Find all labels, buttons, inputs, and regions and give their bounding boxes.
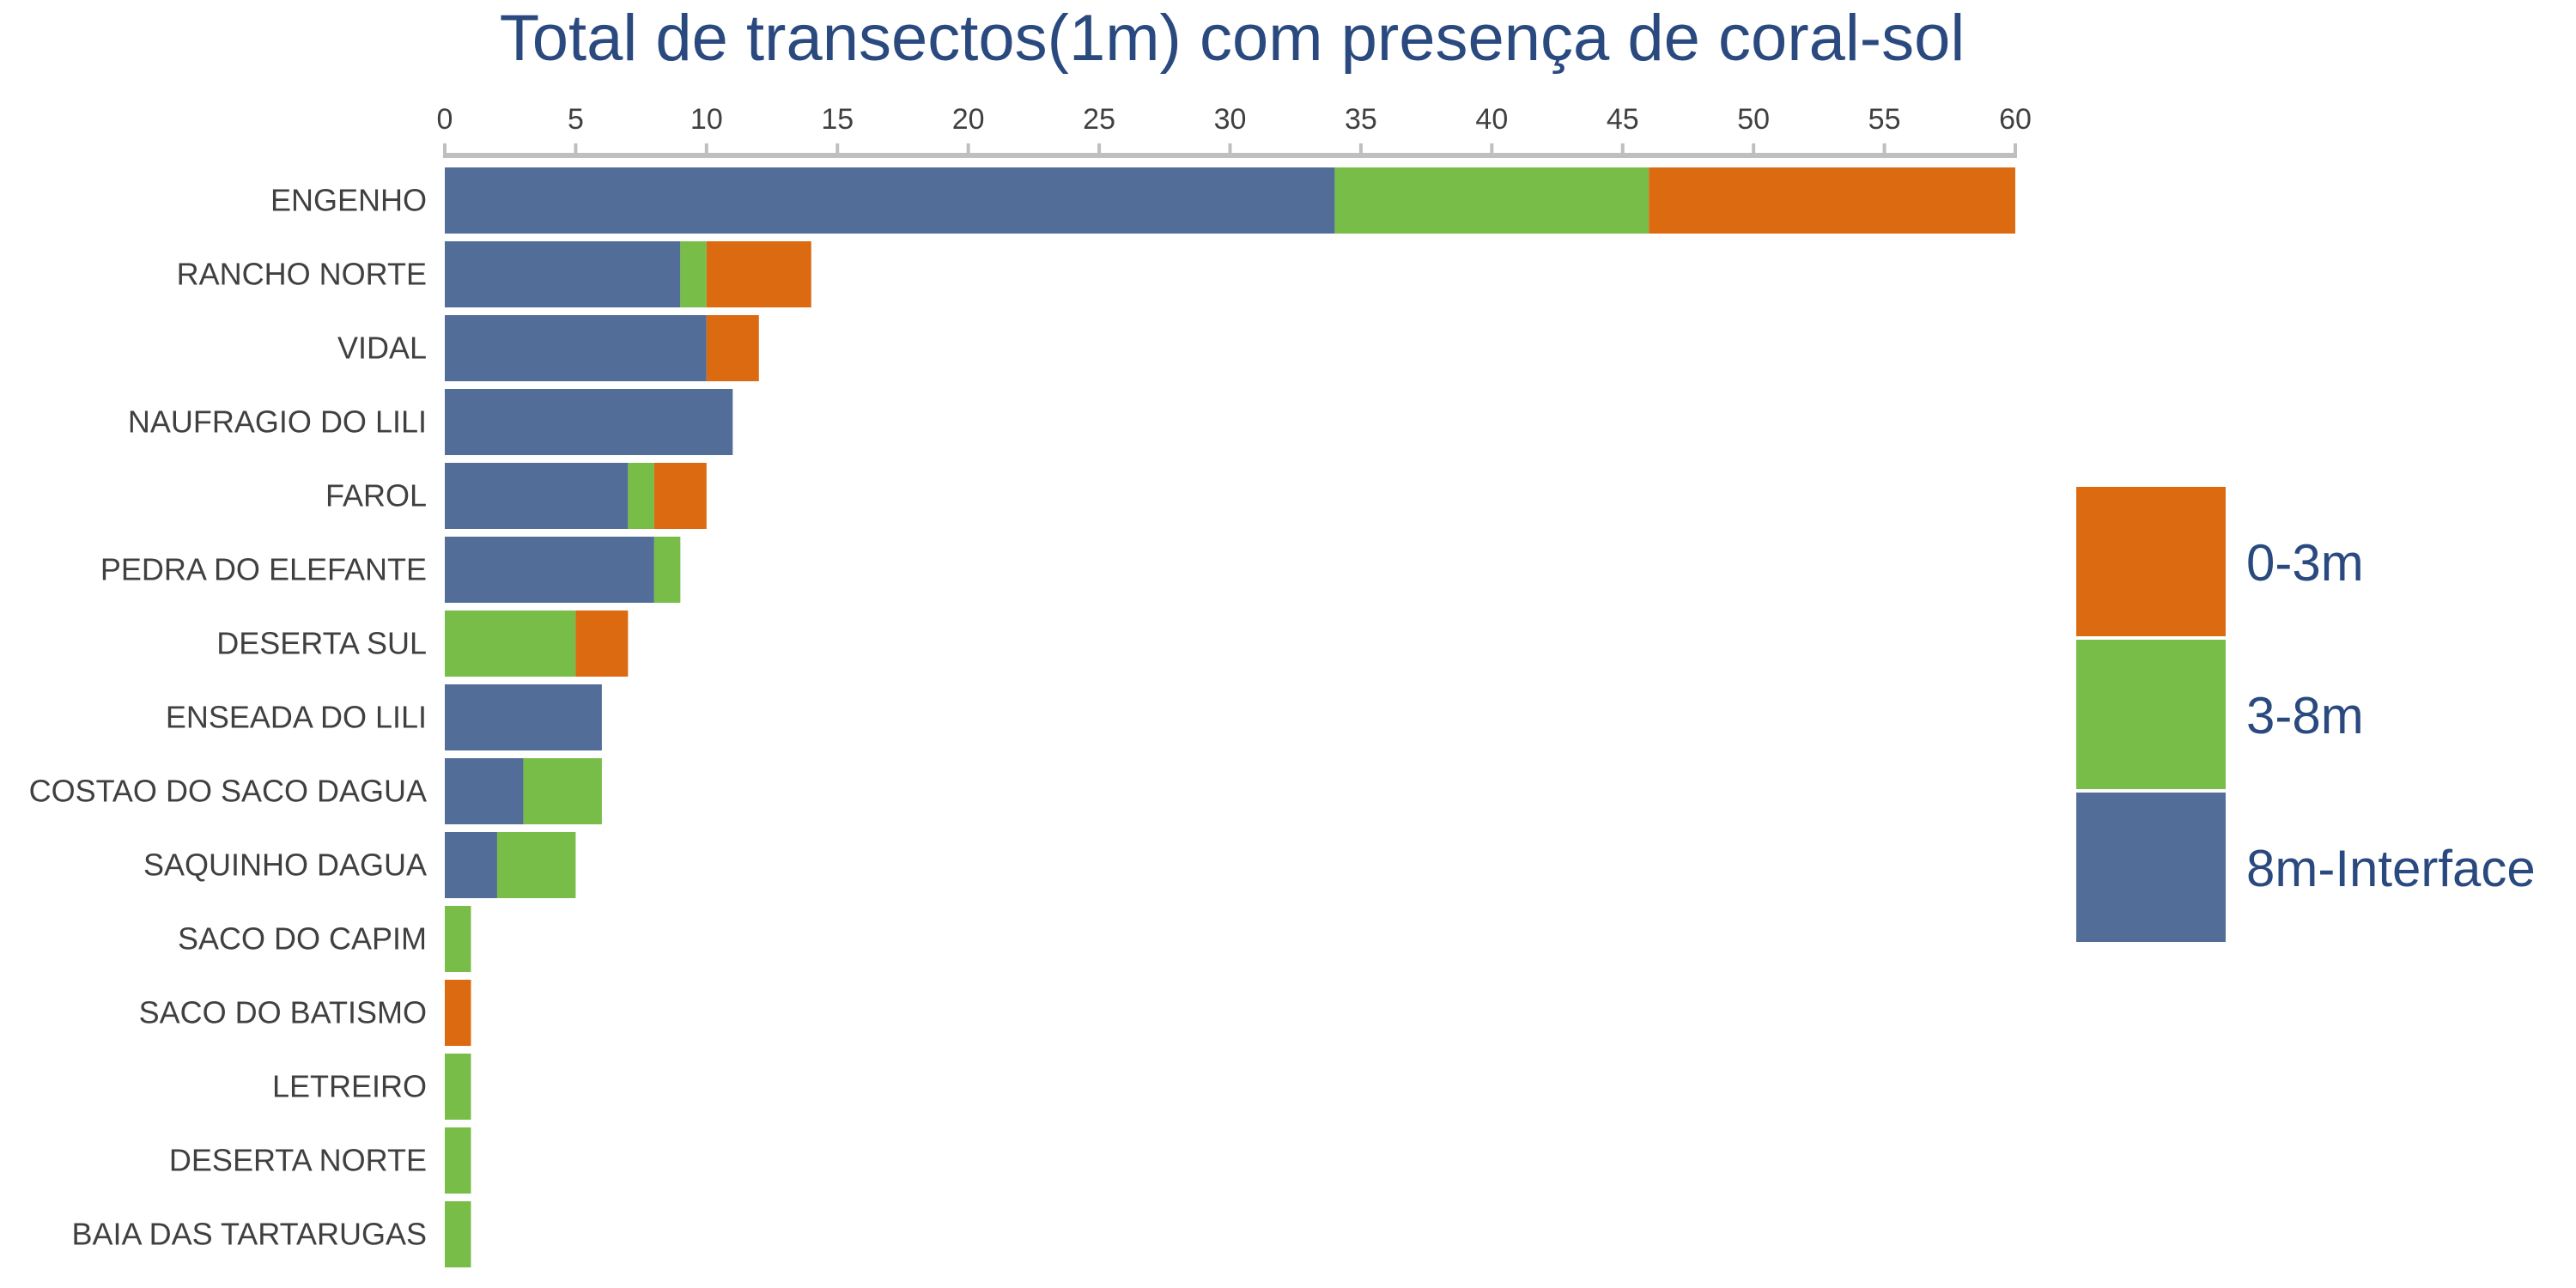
bar-engenho-0-3m <box>1649 167 2015 234</box>
bar-engenho-8m-interface <box>445 167 1335 234</box>
x-tick-label: 10 <box>690 103 723 136</box>
legend-swatch-0-3m <box>2076 487 2226 636</box>
category-label: DESERTA NORTE <box>169 1143 427 1178</box>
x-tick-label: 15 <box>821 103 854 136</box>
bar-pedra-do-elefante-3-8m <box>653 537 681 603</box>
bar-rancho-norte-8m-interface <box>445 241 681 307</box>
category-label: LETREIRO <box>272 1069 427 1104</box>
x-axis: 0 5 10 15 20 25 30 35 40 45 50 55 60 <box>437 103 2032 158</box>
bars <box>445 167 2015 1267</box>
category-label: SACO DO BATISMO <box>139 995 427 1030</box>
category-label: BAIA DAS TARTARUGAS <box>72 1217 427 1252</box>
bar-saco-do-capim-3-8m <box>445 906 471 972</box>
legend-label-8m-interface: 8m-Interface <box>2246 840 2536 897</box>
legend-label-3-8m: 3-8m <box>2246 687 2364 744</box>
bar-saquinho-dagua-8m-interface <box>445 832 497 898</box>
bar-farol-8m-interface <box>445 463 629 529</box>
bar-farol-3-8m <box>628 463 654 529</box>
category-label: ENSEADA DO LILI <box>166 700 427 735</box>
bar-farol-0-3m <box>653 463 707 529</box>
category-label: DESERTA SUL <box>216 626 427 661</box>
bar-vidal-8m-interface <box>445 315 707 381</box>
x-tick-label: 60 <box>1999 103 2032 136</box>
category-label: FAROL <box>325 478 427 513</box>
x-tick-label: 35 <box>1345 103 1377 136</box>
bar-enseada-do-lili-8m-interface <box>445 684 602 750</box>
legend-label-0-3m: 0-3m <box>2246 534 2364 592</box>
category-label: PEDRA DO ELEFANTE <box>100 552 427 587</box>
x-tick-label: 45 <box>1607 103 1639 136</box>
x-tick-label: 55 <box>1868 103 1901 136</box>
x-tick-label: 20 <box>952 103 985 136</box>
bar-rancho-norte-3-8m <box>680 241 707 307</box>
bar-deserta-norte-3-8m <box>445 1127 471 1194</box>
legend-swatch-3-8m <box>2076 640 2226 789</box>
legend: 0-3m 3-8m 8m-Interface <box>2076 487 2536 942</box>
category-label: NAUFRAGIO DO LILI <box>128 404 427 440</box>
bar-rancho-norte-0-3m <box>706 241 811 307</box>
bar-vidal-0-3m <box>706 315 759 381</box>
bar-costao-do-saco-dagua-8m-interface <box>445 758 524 824</box>
category-label: ENGENHO <box>270 183 427 218</box>
category-label: RANCHO NORTE <box>177 257 427 292</box>
x-tick-label: 50 <box>1737 103 1770 136</box>
chart-title: Total de transectos(1m) com presença de … <box>500 2 1965 75</box>
bar-pedra-do-elefante-8m-interface <box>445 537 654 603</box>
bar-saquinho-dagua-3-8m <box>496 832 576 898</box>
x-tick-label: 25 <box>1083 103 1115 136</box>
bar-engenho-3-8m <box>1334 167 1649 234</box>
category-label: SACO DO CAPIM <box>178 921 427 957</box>
category-labels: ENGENHO RANCHO NORTE VIDAL NAUFRAGIO DO LIL… <box>29 183 427 1252</box>
x-tick-label: 40 <box>1475 103 1508 136</box>
x-tick-label: 5 <box>568 103 584 136</box>
category-label: VIDAL <box>337 331 427 366</box>
category-label: COSTAO DO SACO DAGUA <box>29 774 427 809</box>
bar-costao-do-saco-dagua-3-8m <box>523 758 602 824</box>
x-tick-label: 30 <box>1214 103 1247 136</box>
bar-deserta-sul-0-3m <box>575 611 629 677</box>
x-tick-label: 0 <box>437 103 453 136</box>
bar-baia-das-tartarugas-3-8m <box>445 1201 471 1267</box>
legend-swatch-8m-interface <box>2076 793 2226 942</box>
bar-deserta-sul-3-8m <box>445 611 576 677</box>
bar-naufragio-do-lili-8m-interface <box>445 389 733 455</box>
bar-saco-do-batismo-0-3m <box>445 980 471 1046</box>
category-label: SAQUINHO DAGUA <box>143 848 427 883</box>
bar-letreiro-3-8m <box>445 1054 471 1120</box>
